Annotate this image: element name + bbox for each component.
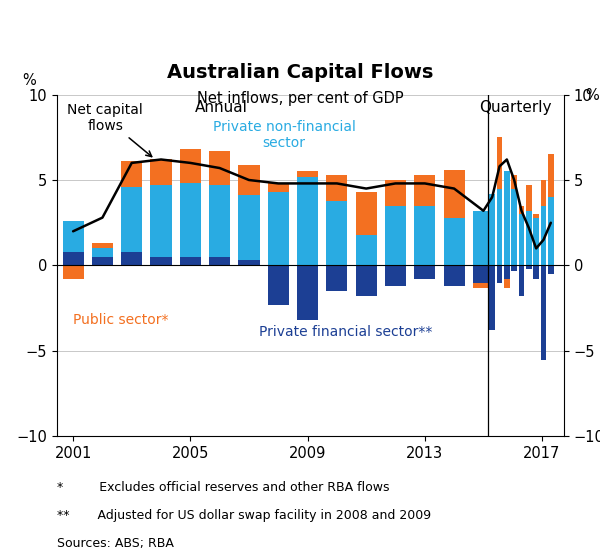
Bar (519, 214, 524, 266)
Y-axis label: %: % (585, 88, 599, 103)
Bar (511, 175, 517, 188)
Bar (151, 257, 172, 266)
Bar (356, 266, 377, 296)
Bar (414, 266, 436, 279)
Text: Sources: ABS; RBA: Sources: ABS; RBA (57, 537, 174, 549)
Bar (526, 185, 532, 211)
Bar (443, 217, 464, 266)
Bar (92, 257, 113, 266)
Bar (151, 185, 172, 257)
Bar (151, 160, 172, 185)
Bar (62, 252, 83, 266)
Text: Private non-financial
sector: Private non-financial sector (212, 120, 356, 150)
Bar (209, 151, 230, 185)
Bar (209, 257, 230, 266)
Bar (473, 211, 494, 266)
Bar (519, 206, 524, 214)
Bar (385, 266, 406, 286)
Bar (356, 235, 377, 266)
Text: **       Adjusted for US dollar swap facility in 2008 and 2009: ** Adjusted for US dollar swap facility … (57, 509, 431, 522)
Text: Net inflows, per cent of GDP: Net inflows, per cent of GDP (197, 91, 403, 106)
Bar (297, 177, 318, 266)
Bar (473, 266, 494, 282)
Bar (121, 252, 142, 266)
Bar (297, 171, 318, 177)
Bar (238, 165, 260, 195)
Bar (268, 266, 289, 305)
Bar (504, 266, 509, 279)
Bar (497, 188, 502, 266)
Bar (180, 257, 201, 266)
Bar (533, 217, 539, 266)
Bar (548, 155, 554, 197)
Bar (443, 266, 464, 286)
Bar (209, 185, 230, 257)
Bar (414, 206, 436, 266)
Bar (92, 244, 113, 249)
Bar (497, 137, 502, 188)
Bar (385, 180, 406, 206)
Bar (62, 221, 83, 252)
Y-axis label: %: % (22, 73, 36, 88)
Bar (121, 187, 142, 252)
Text: Net capital
flows: Net capital flows (67, 103, 152, 157)
Bar (533, 266, 539, 279)
Bar (356, 192, 377, 235)
Bar (238, 260, 260, 266)
Bar (121, 161, 142, 187)
Text: Annual: Annual (196, 100, 248, 115)
Bar (504, 171, 509, 266)
Bar (268, 192, 289, 266)
Bar (519, 266, 524, 296)
Bar (541, 266, 546, 360)
Bar (238, 195, 260, 260)
Bar (268, 183, 289, 192)
Text: *         Excludes official reserves and other RBA flows: * Excludes official reserves and other R… (57, 481, 389, 494)
Bar (541, 206, 546, 266)
Bar (180, 149, 201, 183)
Bar (533, 214, 539, 217)
Bar (504, 279, 509, 287)
Bar (511, 266, 517, 271)
Bar (180, 183, 201, 257)
Bar (548, 197, 554, 266)
Text: Australian Capital Flows: Australian Capital Flows (167, 63, 433, 82)
Bar (526, 211, 532, 266)
Bar (490, 266, 495, 330)
Text: Quarterly: Quarterly (479, 100, 552, 115)
Bar (443, 170, 464, 217)
Bar (62, 266, 83, 279)
Bar (326, 201, 347, 266)
Bar (92, 249, 113, 257)
Bar (326, 266, 347, 291)
Bar (385, 206, 406, 266)
Text: Private financial sector**: Private financial sector** (259, 325, 433, 339)
Bar (326, 175, 347, 201)
Bar (297, 266, 318, 320)
Bar (414, 175, 436, 206)
Bar (511, 188, 517, 266)
Bar (497, 266, 502, 282)
Text: Public sector*: Public sector* (73, 314, 169, 327)
Bar (541, 180, 546, 206)
Bar (473, 282, 494, 287)
Bar (526, 266, 532, 269)
Bar (548, 266, 554, 274)
Bar (490, 193, 495, 266)
